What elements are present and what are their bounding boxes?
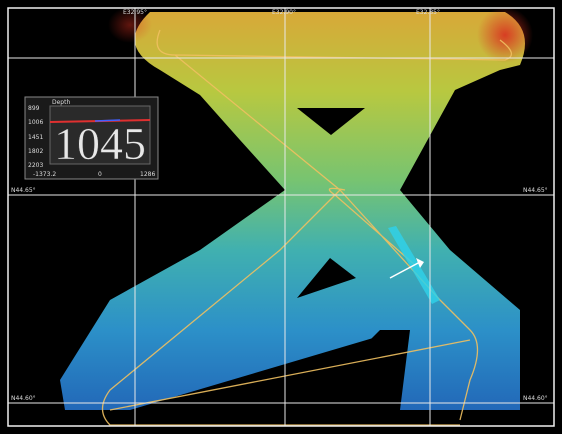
panel-y-label: 2203 <box>28 162 43 169</box>
grid <box>8 8 554 426</box>
latitude-label: N44.60° <box>11 395 36 402</box>
longitude-label: E32.85° <box>416 9 440 16</box>
latitude-label: N44.60° <box>523 395 548 402</box>
current-depth: 1045 <box>54 118 146 169</box>
panel-x-label: 1286 <box>140 171 155 178</box>
panel-y-label: 1006 <box>28 119 43 126</box>
panel-x-label: -1373.2 <box>33 171 56 178</box>
panel-y-label: 899 <box>28 105 40 112</box>
panel-title: Depth <box>52 99 70 106</box>
longitude-label: E32.90° <box>272 9 296 16</box>
frame <box>7 7 555 427</box>
sonar-beam <box>388 226 440 304</box>
longitude-label: E32.95° <box>123 9 147 16</box>
latitude-label: N44.65° <box>11 187 36 194</box>
panel-x-label: 0 <box>98 171 102 178</box>
latitude-label: N44.65° <box>523 187 548 194</box>
panel-y-label: 1802 <box>28 148 43 155</box>
depth-panel: Depth 899 1006 1451 1802 2203 1045 -1373… <box>24 96 159 180</box>
panel-plot <box>49 105 151 165</box>
bathymetry-swath <box>60 7 533 410</box>
panel-y-label: 1451 <box>28 134 43 141</box>
depth-trace <box>94 119 121 122</box>
